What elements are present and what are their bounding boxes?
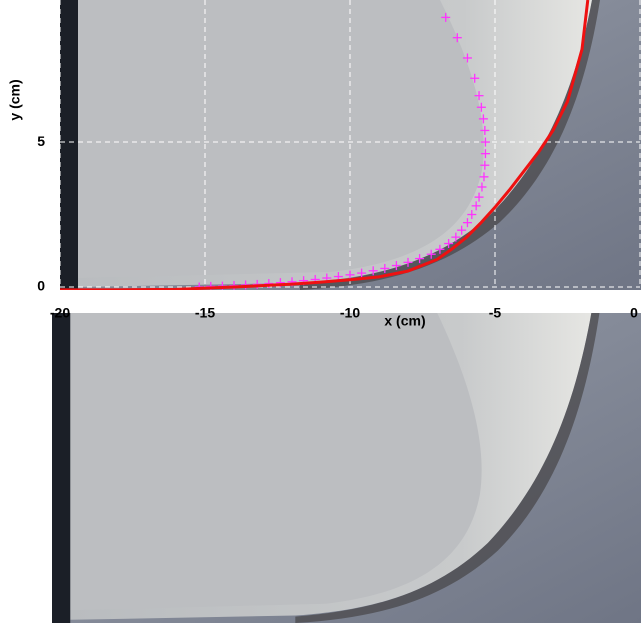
point xyxy=(457,225,467,235)
y-axis-label: y (cm) xyxy=(7,79,23,120)
point xyxy=(479,172,489,182)
point xyxy=(477,182,487,192)
point xyxy=(480,160,490,170)
point xyxy=(462,218,472,228)
point xyxy=(478,114,488,124)
photo-bottom xyxy=(52,313,641,623)
x-tick-label: -20 xyxy=(50,305,70,321)
x-tick-label: -5 xyxy=(489,305,502,321)
point xyxy=(476,102,486,112)
point xyxy=(444,239,454,249)
point xyxy=(480,149,490,159)
point xyxy=(451,232,461,242)
point xyxy=(345,270,355,280)
point xyxy=(474,91,484,101)
x-tick-label: 0 xyxy=(630,305,638,321)
point xyxy=(480,125,490,135)
point xyxy=(368,266,378,276)
y-tick-label: 0 xyxy=(37,278,45,294)
point xyxy=(357,268,367,278)
point xyxy=(441,12,451,22)
point xyxy=(435,244,445,254)
point xyxy=(380,263,390,273)
point xyxy=(474,192,484,202)
point xyxy=(426,249,436,259)
x-tick-label: -10 xyxy=(340,305,360,321)
point xyxy=(403,257,413,267)
point xyxy=(471,201,481,211)
y-tick-label: 5 xyxy=(37,133,45,149)
x-tick-label: -15 xyxy=(195,305,215,321)
point xyxy=(480,137,490,147)
point xyxy=(452,33,462,43)
point xyxy=(391,261,401,271)
plot-area xyxy=(60,0,641,290)
point xyxy=(415,254,425,264)
point xyxy=(462,53,472,63)
line xyxy=(60,0,590,290)
point xyxy=(470,73,480,83)
x-axis-label: x (cm) xyxy=(384,313,425,329)
point xyxy=(467,210,477,220)
